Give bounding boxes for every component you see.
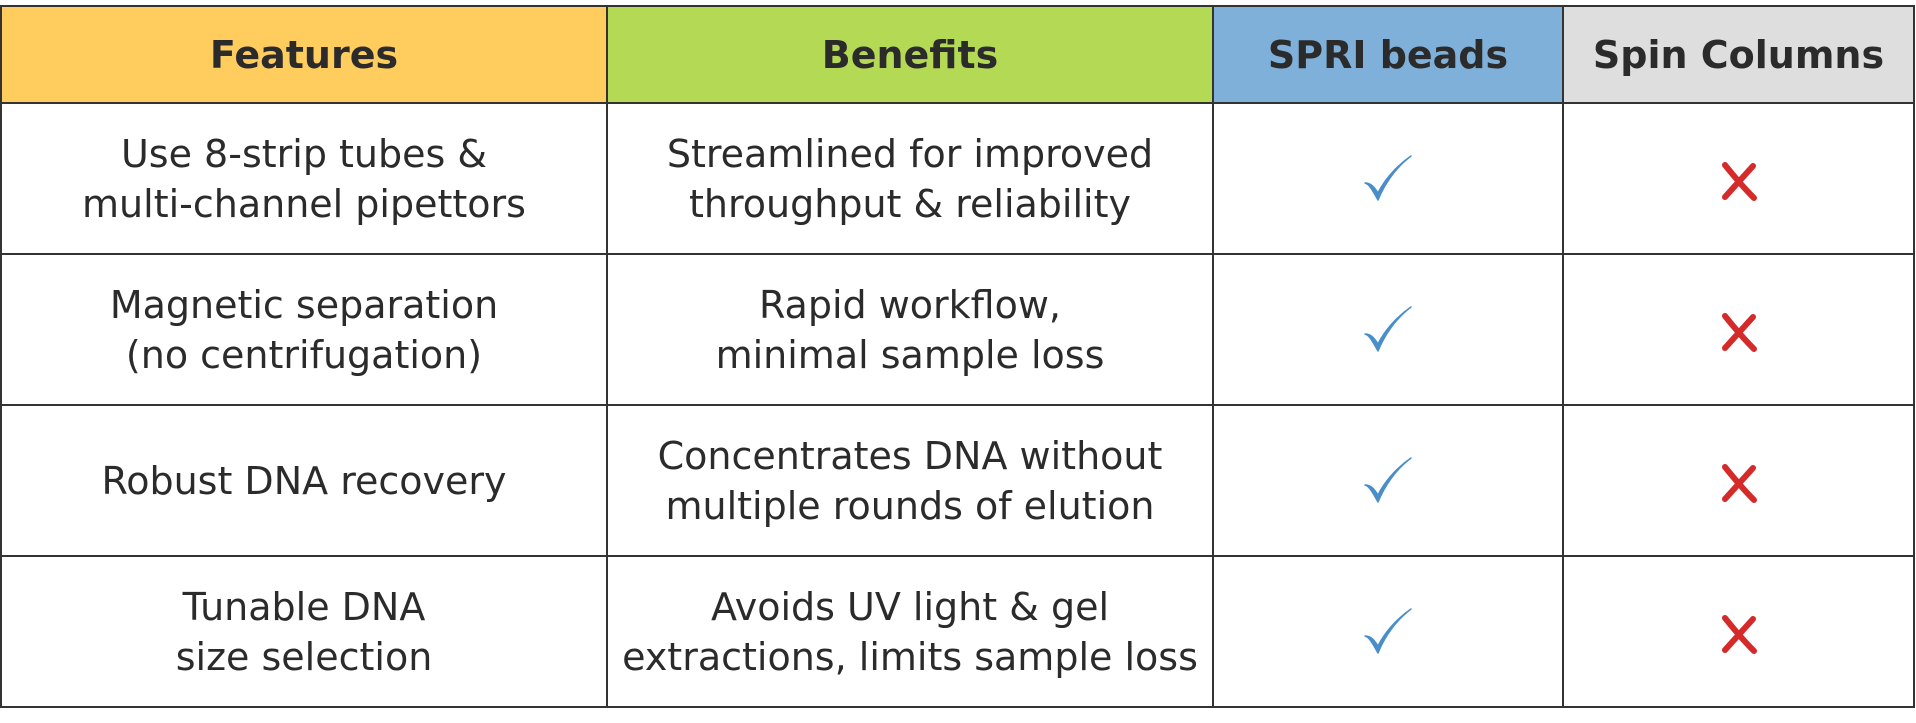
spin-cell (1562, 102, 1915, 255)
header-spin-columns: Spin Columns (1562, 5, 1915, 104)
table-row: Robust DNA recovery Concentrates DNA wit… (0, 404, 1915, 557)
spin-cell (1562, 253, 1915, 406)
spin-cell (1562, 404, 1915, 557)
spri-cell (1212, 555, 1564, 708)
check-icon (1364, 155, 1412, 201)
cross-icon-wrapper (1719, 157, 1759, 201)
benefit-text: Avoids UV light & gel extractions, limit… (622, 584, 1198, 679)
header-benefits-label: Benefits (821, 32, 999, 77)
check-icon (1364, 306, 1412, 352)
benefit-text: Concentrates DNA without multiple rounds… (657, 433, 1163, 528)
check-icon-wrapper (1362, 608, 1414, 654)
check-icon-wrapper (1362, 155, 1414, 201)
cross-icon (1721, 615, 1757, 654)
check-icon-wrapper (1362, 457, 1414, 503)
feature-text: Robust DNA recovery (101, 458, 507, 503)
cross-icon-wrapper (1719, 610, 1759, 654)
spin-cell (1562, 555, 1915, 708)
header-spri-beads-label: SPRI beads (1267, 32, 1509, 77)
benefit-cell: Streamlined for improved throughput & re… (606, 102, 1214, 255)
benefit-text: Rapid workflow, minimal sample loss (715, 282, 1105, 377)
feature-cell: Magnetic separation (no centrifugation) (0, 253, 608, 406)
spri-cell (1212, 404, 1564, 557)
feature-text: Magnetic separation (no centrifugation) (109, 282, 499, 377)
header-row: Features Benefits SPRI beads Spin Column… (0, 5, 1915, 104)
spri-cell (1212, 253, 1564, 406)
cross-icon-wrapper (1719, 459, 1759, 503)
benefit-text: Streamlined for improved throughput & re… (666, 131, 1154, 226)
feature-cell: Use 8-strip tubes & multi-channel pipett… (0, 102, 608, 255)
header-features-label: Features (209, 32, 399, 77)
header-features: Features (0, 5, 608, 104)
feature-cell: Tunable DNA size selection (0, 555, 608, 708)
benefit-cell: Avoids UV light & gel extractions, limit… (606, 555, 1214, 708)
feature-text: Use 8-strip tubes & multi-channel pipett… (82, 131, 526, 226)
spri-cell (1212, 102, 1564, 255)
cross-icon (1721, 162, 1757, 201)
cross-icon (1721, 313, 1757, 352)
header-spin-columns-label: Spin Columns (1592, 32, 1885, 77)
benefit-cell: Rapid workflow, minimal sample loss (606, 253, 1214, 406)
cross-icon (1721, 464, 1757, 503)
feature-text: Tunable DNA size selection (175, 584, 433, 679)
table-row: Magnetic separation (no centrifugation) … (0, 253, 1915, 406)
check-icon-wrapper (1362, 306, 1414, 352)
header-spri-beads: SPRI beads (1212, 5, 1564, 104)
check-icon (1364, 457, 1412, 503)
feature-cell: Robust DNA recovery (0, 404, 608, 557)
table-row: Tunable DNA size selection Avoids UV lig… (0, 555, 1915, 708)
table-row: Use 8-strip tubes & multi-channel pipett… (0, 102, 1915, 255)
comparison-table: Features Benefits SPRI beads Spin Column… (0, 5, 1915, 708)
cross-icon-wrapper (1719, 308, 1759, 352)
header-benefits: Benefits (606, 5, 1214, 104)
benefit-cell: Concentrates DNA without multiple rounds… (606, 404, 1214, 557)
check-icon (1364, 608, 1412, 654)
